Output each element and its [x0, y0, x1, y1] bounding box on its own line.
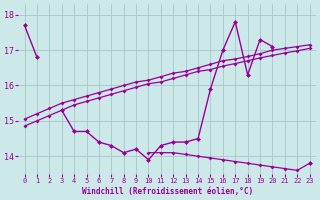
X-axis label: Windchill (Refroidissement éolien,°C): Windchill (Refroidissement éolien,°C): [82, 187, 253, 196]
